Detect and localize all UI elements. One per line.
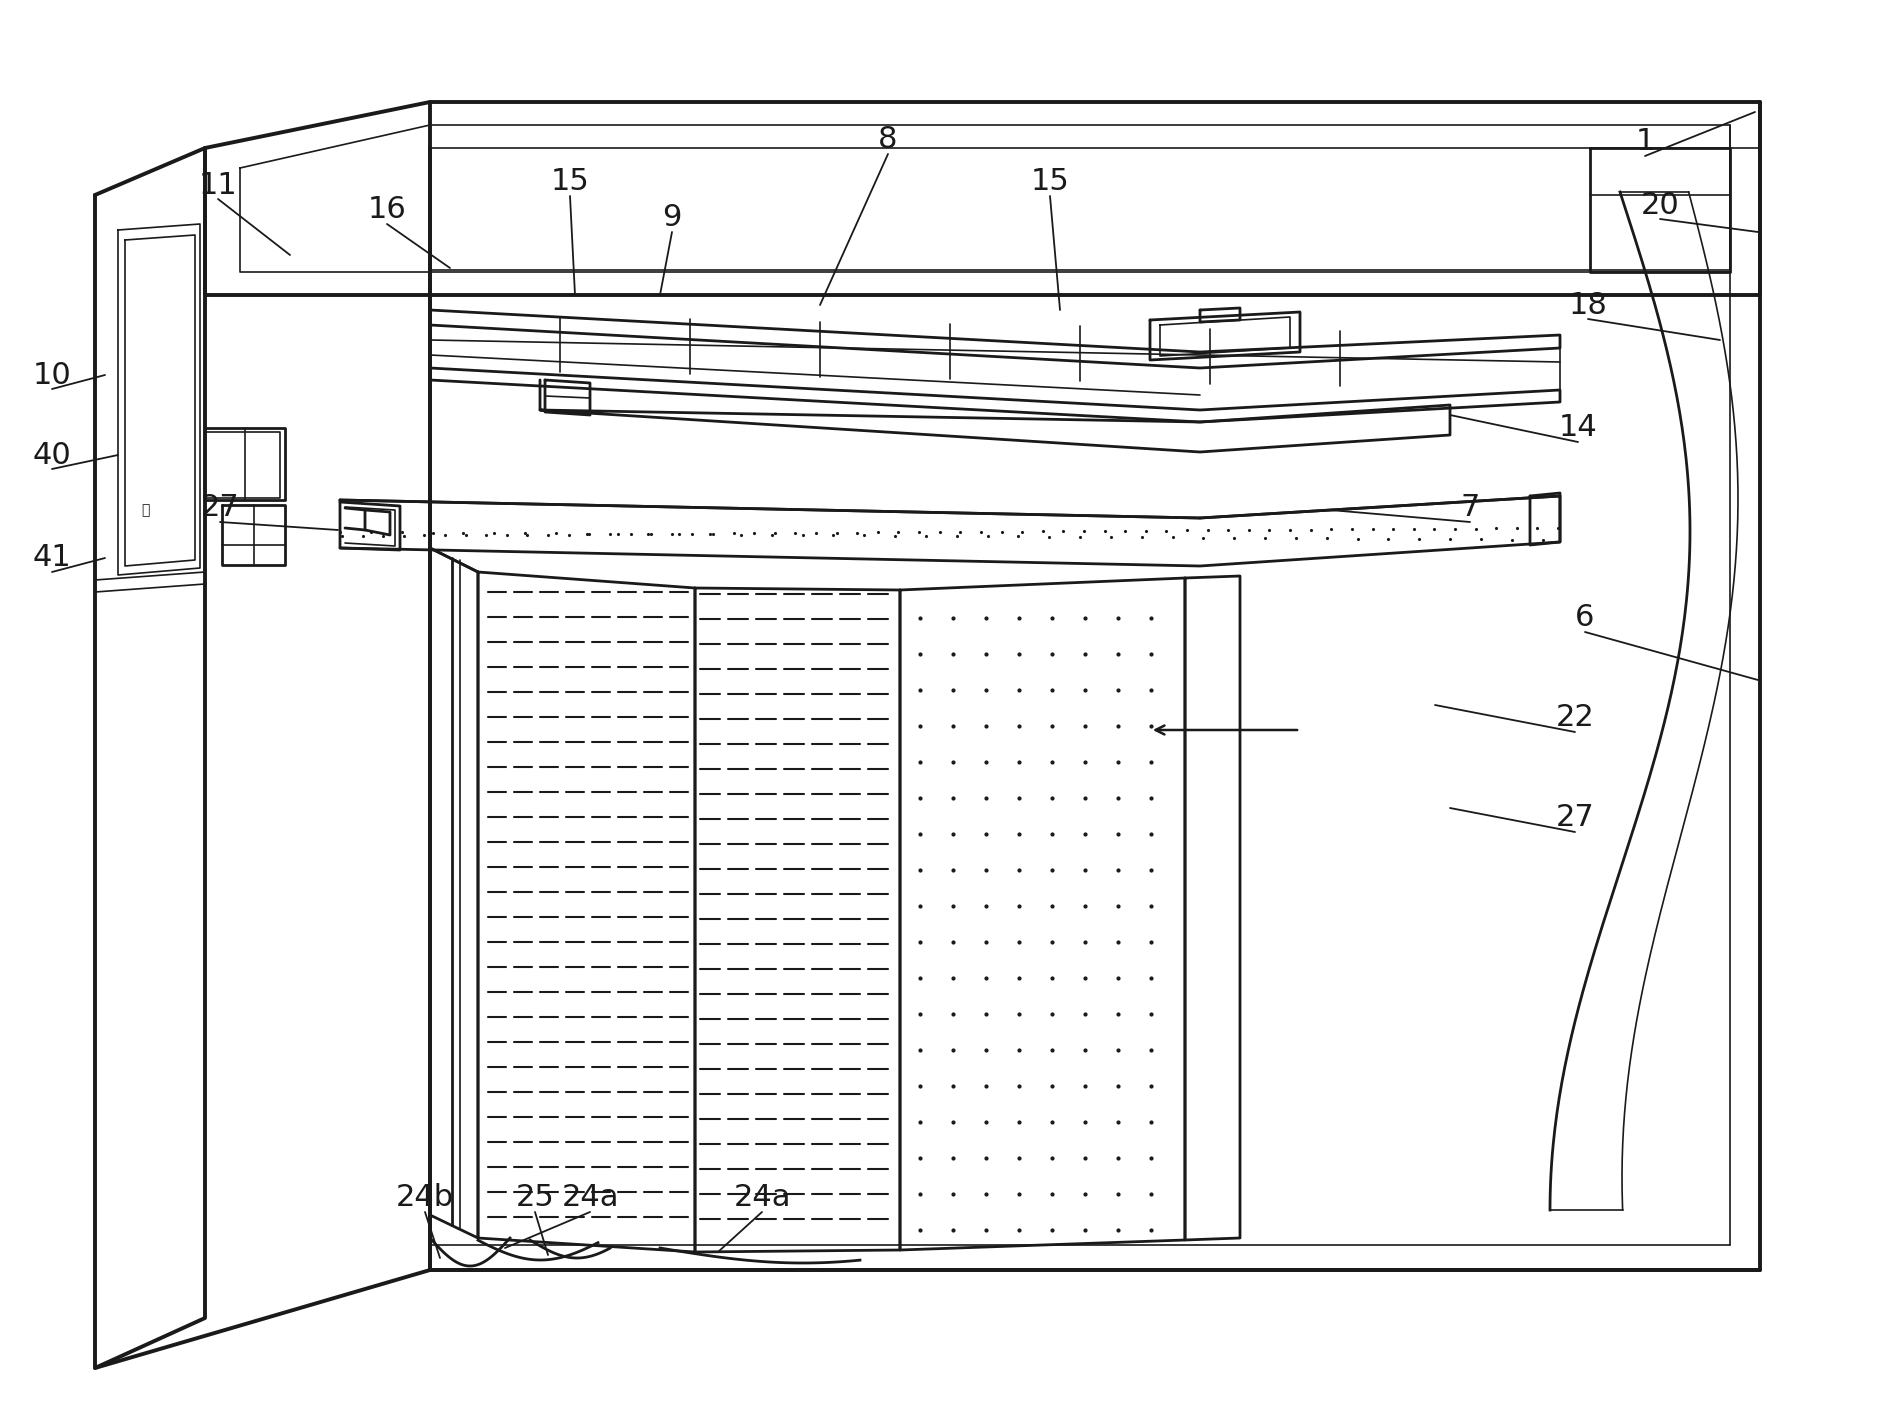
Text: 24a: 24a	[733, 1184, 790, 1212]
Text: 27: 27	[201, 494, 239, 522]
Text: 16: 16	[367, 195, 407, 225]
Text: 11: 11	[200, 171, 238, 199]
Text: 18: 18	[1569, 290, 1607, 320]
Text: 40: 40	[32, 441, 72, 470]
Text: ⓑ: ⓑ	[141, 502, 150, 517]
Text: 14: 14	[1558, 414, 1598, 443]
Text: 1: 1	[1636, 128, 1655, 157]
Text: 6: 6	[1575, 603, 1594, 632]
Text: 24a: 24a	[560, 1184, 619, 1212]
Text: 8: 8	[878, 125, 897, 155]
Text: 20: 20	[1640, 191, 1680, 219]
Text: 41: 41	[32, 544, 72, 572]
Text: 10: 10	[32, 360, 72, 390]
Text: 24b: 24b	[395, 1184, 454, 1212]
Text: 25: 25	[515, 1184, 555, 1212]
Text: 9: 9	[663, 203, 682, 232]
Text: 27: 27	[1556, 804, 1594, 832]
Text: 15: 15	[1030, 168, 1070, 196]
Text: 15: 15	[551, 168, 589, 196]
Text: 7: 7	[1461, 494, 1480, 522]
Text: 22: 22	[1556, 703, 1594, 733]
